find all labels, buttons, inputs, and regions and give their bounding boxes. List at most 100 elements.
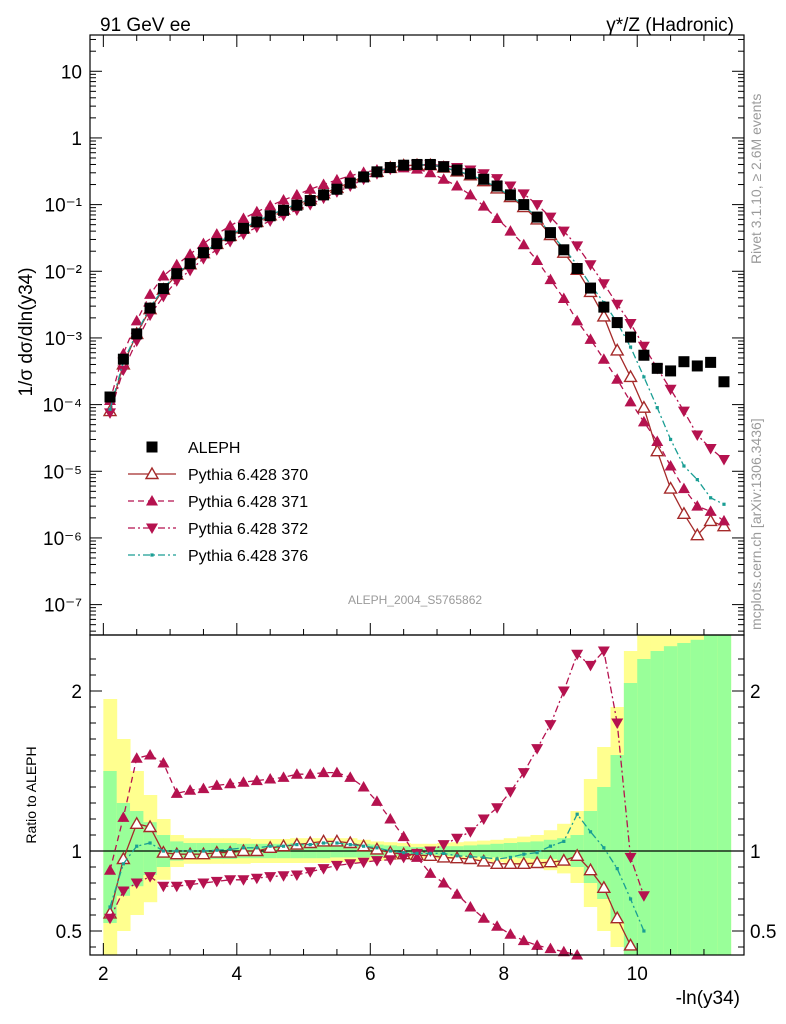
top-data-point <box>557 226 570 238</box>
ratio-data-point <box>197 878 210 889</box>
top-data-point <box>491 180 503 192</box>
top-data-point <box>571 314 584 326</box>
ratio-data-point <box>135 844 139 848</box>
top-data-point <box>451 164 463 176</box>
x-tick-label: 10 <box>627 964 648 985</box>
ratio-data-point <box>491 803 504 814</box>
ratio-data-point <box>623 937 638 951</box>
top-data-point <box>650 443 665 457</box>
ratio-data-point <box>130 752 143 763</box>
top-y-tick-label: 10⁻⁶ <box>43 529 82 550</box>
analysis-watermark: ALEPH_2004_S5765862 <box>348 593 482 607</box>
ratio-data-point <box>264 872 277 883</box>
top-series-line <box>109 163 725 461</box>
legend-entry: Pythia 6.428 370 <box>128 466 308 484</box>
ratio-data-point <box>170 881 183 893</box>
ratio-band-inner <box>703 635 718 955</box>
top-data-point <box>318 189 330 201</box>
ratio-data-point <box>522 852 526 856</box>
top-data-point <box>611 317 623 329</box>
ratio-data-point <box>184 784 197 795</box>
legend-marker <box>146 495 158 506</box>
top-data-point <box>677 482 690 494</box>
ratio-data-point <box>384 813 397 824</box>
top-data-point <box>557 292 570 304</box>
ratio-data-point <box>602 846 606 850</box>
top-data-point <box>544 273 557 285</box>
top-data-point <box>371 166 383 178</box>
ratio-band-inner <box>663 646 678 955</box>
top-data-point <box>438 161 450 173</box>
ratio-data-point <box>224 875 237 886</box>
ratio-data-point <box>517 768 530 779</box>
top-data-point <box>682 464 686 468</box>
top-data-point <box>304 183 317 194</box>
top-data-point <box>464 188 477 200</box>
ratio-data-point <box>437 877 450 888</box>
top-data-point <box>704 443 717 455</box>
top-data-point <box>584 260 597 271</box>
ratio-data-point <box>575 812 579 816</box>
top-y-tick-label: 10⁻⁵ <box>43 462 82 483</box>
rivet-version-label: Rivet 3.1.10, ≥ 2.6M events <box>748 94 764 264</box>
top-data-point <box>678 356 690 368</box>
top-data-point <box>291 199 303 211</box>
top-data-point <box>464 168 476 180</box>
ratio-data-point <box>210 876 223 888</box>
ratio-data-point <box>148 841 152 845</box>
top-data-point <box>584 333 597 344</box>
header-left: 91 GeV ee <box>100 15 191 36</box>
x-tick-label: 4 <box>232 964 243 985</box>
top-data-point <box>144 302 156 314</box>
ratio-data-point <box>463 851 478 865</box>
ratio-data-point <box>224 777 237 789</box>
ratio-data-point <box>157 881 170 893</box>
ratio-data-point <box>424 846 437 857</box>
top-data-point <box>637 415 650 427</box>
ratio-data-point <box>609 910 625 924</box>
ratio-band-inner <box>530 841 545 859</box>
ratio-data-point <box>516 856 531 869</box>
top-y-tick-label: 10⁻² <box>45 262 83 283</box>
series-pythia-6-428-376 <box>108 812 646 933</box>
top-data-point <box>611 373 624 384</box>
ratio-data-point <box>144 872 157 883</box>
ratio-data-point <box>562 839 566 843</box>
ratio-data-point <box>121 862 125 866</box>
ratio-data-point <box>264 773 277 784</box>
ratio-data-point <box>569 848 585 861</box>
top-data-point <box>703 513 718 527</box>
top-data-point <box>544 227 556 239</box>
ratio-data-point <box>304 768 317 779</box>
ratio-data-point <box>436 849 451 863</box>
ratio-data-point <box>169 846 184 860</box>
top-data-point <box>157 269 170 281</box>
top-data-point <box>384 162 396 174</box>
top-data-point <box>611 299 624 311</box>
ratio-data-point <box>503 856 518 869</box>
ratio-data-point <box>222 845 238 858</box>
top-data-point <box>184 248 197 259</box>
top-data-point <box>290 188 303 200</box>
top-data-point <box>637 341 650 353</box>
top-data-point <box>504 181 517 193</box>
ratio-data-point <box>317 864 330 875</box>
legend-label: ALEPH <box>188 440 240 457</box>
ratio-data-point <box>184 880 197 891</box>
top-data-point <box>531 200 544 211</box>
legend-marker <box>150 553 154 557</box>
top-data-point <box>638 349 650 361</box>
ratio-data-point <box>188 849 192 853</box>
top-data-point <box>330 173 343 185</box>
ratio-band-inner <box>503 843 518 858</box>
ratio-data-point <box>277 871 290 882</box>
top-data-point <box>130 314 143 326</box>
ratio-data-point <box>357 857 370 869</box>
ratio-band-inner <box>690 639 705 955</box>
legend-marker <box>144 466 160 480</box>
top-y-tick-label: 10 <box>61 62 82 83</box>
top-data-point <box>544 212 557 224</box>
top-data-point <box>651 362 663 374</box>
top-data-point <box>517 238 530 250</box>
